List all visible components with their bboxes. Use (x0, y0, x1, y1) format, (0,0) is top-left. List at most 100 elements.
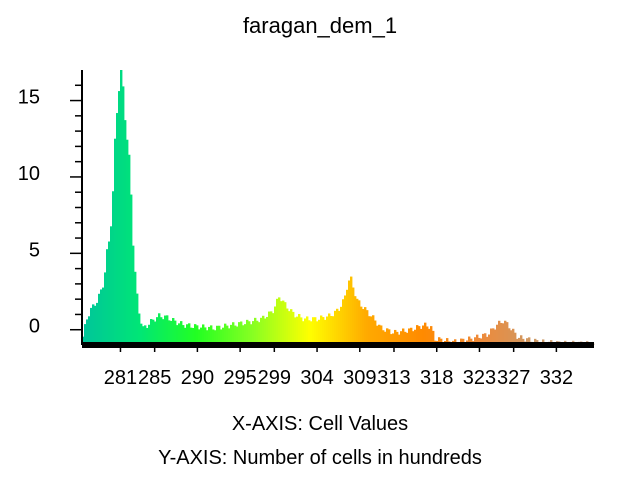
histogram-bar (528, 337, 531, 345)
histogram-bar (364, 307, 367, 345)
histogram-bar (414, 329, 417, 345)
histogram-bar (186, 324, 189, 345)
x-tick-label: 313 (377, 367, 410, 389)
histogram-bar (144, 325, 147, 345)
histogram-bar (90, 307, 93, 345)
x-tick-group: 281 285 290 295 299 304 309 313 318 323 327 332 (104, 345, 573, 389)
histogram-bar (486, 336, 489, 345)
y-tick-label: 15 (18, 87, 40, 109)
histogram-bar (260, 317, 263, 345)
histogram-bar (118, 91, 121, 345)
histogram-bar (360, 306, 363, 345)
histogram-bar (422, 325, 425, 345)
histogram-bar (104, 272, 107, 345)
histogram-bar (248, 321, 251, 345)
histogram-bar (86, 319, 89, 345)
histogram-bar (508, 328, 511, 345)
y-tick-label: 10 (18, 163, 40, 185)
histogram-bar (494, 329, 497, 345)
histogram-bar (172, 318, 175, 345)
histogram-bar (106, 249, 109, 345)
histogram-bar (420, 328, 423, 345)
histogram-bar (378, 324, 381, 345)
histogram-bar (222, 327, 225, 345)
histogram-bar (470, 338, 473, 345)
histogram-bar (350, 276, 353, 345)
histogram-bar (178, 323, 181, 345)
histogram-bar (100, 289, 103, 345)
histogram-bar (416, 325, 419, 345)
histogram-bar (272, 313, 275, 345)
histogram-bar (516, 338, 519, 345)
histogram-bar (124, 120, 127, 346)
histogram-bar (310, 321, 313, 345)
histogram-bar (270, 311, 273, 345)
histogram-bar (182, 325, 185, 345)
histogram-bar (348, 280, 351, 345)
histogram-bar (174, 320, 177, 345)
histogram-bar (278, 297, 281, 345)
histogram-bar (282, 300, 285, 345)
histogram-bar (476, 334, 479, 345)
histogram-bar (356, 298, 359, 345)
histogram-bar (320, 315, 323, 345)
histogram-bar (284, 302, 287, 345)
histogram-bar (510, 330, 513, 345)
histogram-bar (280, 301, 283, 345)
y-tick-label: 5 (29, 239, 40, 261)
histogram-bar (184, 327, 187, 345)
histogram-bar (140, 323, 143, 345)
histogram-bar (328, 313, 331, 345)
histogram-bar (88, 316, 91, 345)
histogram-bar (98, 293, 101, 345)
histogram-bar (498, 320, 501, 345)
histogram-bar (534, 338, 537, 345)
histogram-bar (92, 304, 95, 345)
histogram-bar (512, 328, 515, 345)
histogram-bar (218, 325, 221, 345)
histogram-bar (406, 332, 409, 345)
histogram-bar (474, 337, 477, 345)
histogram-bar (132, 245, 135, 345)
histogram-bar (242, 325, 245, 345)
histogram-bar (190, 327, 193, 345)
histogram-bar (526, 338, 529, 345)
histogram-bar (226, 325, 229, 345)
histogram-bar (206, 330, 209, 345)
histogram-bar (340, 306, 343, 345)
histogram-bar (196, 325, 199, 345)
x-tick-label: 290 (181, 367, 214, 389)
histogram-bar (400, 331, 403, 345)
histogram-bar (102, 287, 105, 345)
histogram-bar (332, 316, 335, 345)
histogram-bar (396, 331, 399, 345)
histogram-bar (394, 329, 397, 345)
histogram-bar (428, 328, 431, 345)
histogram-bar (254, 317, 257, 345)
histogram-bar (216, 325, 219, 345)
histogram-bar (114, 138, 117, 345)
axes-group (81, 70, 594, 348)
histogram-bar (126, 139, 129, 345)
histogram-bar (112, 191, 115, 345)
histogram-bar (94, 305, 97, 345)
histogram-bar (478, 337, 481, 345)
histogram-bar (130, 194, 133, 345)
histogram-bar (424, 322, 427, 345)
histogram-bar (108, 241, 111, 345)
histogram-bar (446, 338, 449, 345)
histogram-bar (346, 289, 349, 345)
histogram-bar (170, 320, 173, 345)
histogram-bar (214, 330, 217, 345)
histogram-bar (514, 332, 517, 345)
histogram-bar (342, 299, 345, 345)
histogram-bar (164, 315, 167, 345)
histogram-bar (296, 316, 299, 345)
histogram-bar (258, 322, 261, 345)
histogram-bar (166, 315, 169, 345)
histogram-bar (250, 324, 253, 345)
histogram-bar (326, 316, 329, 345)
histogram-bar (374, 320, 377, 345)
histogram-bar (480, 338, 483, 345)
histogram-bar (344, 295, 347, 345)
